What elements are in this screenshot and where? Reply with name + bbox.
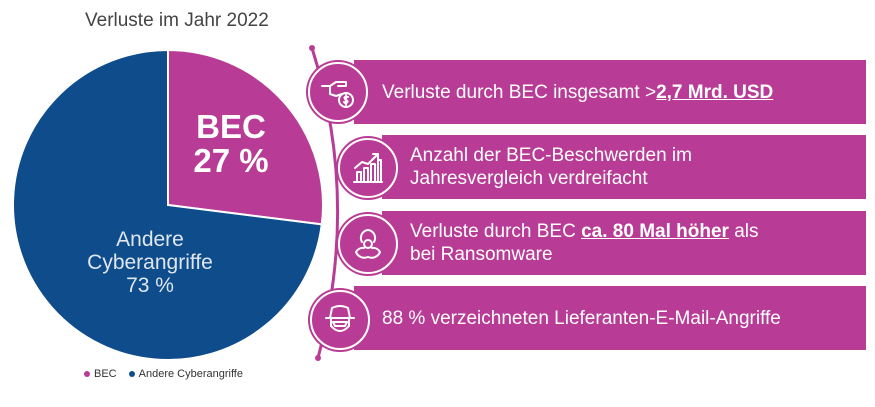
pie-label-bec-value: 27 % <box>193 142 269 179</box>
fact-complaints-text: Anzahl der BEC-Beschwerden im Jahresverg… <box>410 144 692 190</box>
fact-total-loss: Verluste durch BEC insgesamt >2,7 Mrd. U… <box>354 60 866 124</box>
pie-label-other-line2: Cyberangriffe <box>87 251 213 274</box>
chart-title: Verluste im Jahr 2022 <box>85 10 269 31</box>
pie-label-bec: BEC 27 % <box>176 110 286 178</box>
hand-money-icon <box>308 62 368 122</box>
legend-swatch-other <box>128 371 135 377</box>
growth-chart-icon <box>338 138 398 198</box>
pie-label-other: Andere Cyberangriffe 73 % <box>60 228 240 297</box>
fact-complaints-line2: Jahresvergleich verdreifacht <box>410 168 648 189</box>
fact-complaints-line1: Anzahl der BEC-Beschwerden im <box>410 145 692 166</box>
fact-ransomware: Verluste durch BEC ca. 80 Mal höher als … <box>382 211 866 275</box>
legend-item-other: Andere Cyberangriffe <box>128 368 243 380</box>
legend-item-bec: BEC <box>84 368 117 380</box>
hacker-icon <box>310 290 370 350</box>
legend-swatch-bec <box>84 371 90 377</box>
chart-legend: BEC Andere Cyberangriffe <box>84 368 255 380</box>
fact-total-loss-amount: 2,7 Mrd. USD <box>656 81 774 103</box>
fact-ransomware-text: Verluste durch BEC ca. 80 Mal höher als … <box>410 220 759 266</box>
pie-label-bec-name: BEC <box>196 108 266 145</box>
pie-chart <box>12 48 324 361</box>
biohazard-icon <box>338 214 398 274</box>
fact-ransomware-highlight: ca. 80 Mal höher <box>581 221 729 242</box>
pie-label-other-line1: Andere <box>116 228 184 251</box>
fact-total-loss-pre: Verluste durch BEC insgesamt > <box>382 81 657 103</box>
fact-ransomware-line2: bei Ransomware <box>410 244 553 265</box>
fact-supplier: 88 % verzeichneten Lieferanten-E-Mail-An… <box>354 286 866 350</box>
pie-slice-bec <box>167 48 324 226</box>
fact-supplier-text: 88 % verzeichneten Lieferanten-E-Mail-An… <box>382 307 781 329</box>
pie-label-other-value: 73 % <box>126 274 174 297</box>
fact-total-loss-text: Verluste durch BEC insgesamt >2,7 Mrd. U… <box>382 81 773 104</box>
fact-ransomware-post: als <box>728 221 759 242</box>
legend-label-other: Andere Cyberangriffe <box>138 368 243 380</box>
pie-slice-other <box>12 48 323 361</box>
fact-ransomware-pre: Verluste durch BEC <box>410 221 582 242</box>
legend-label-bec: BEC <box>94 368 117 380</box>
fact-complaints: Anzahl der BEC-Beschwerden im Jahresverg… <box>382 135 866 199</box>
